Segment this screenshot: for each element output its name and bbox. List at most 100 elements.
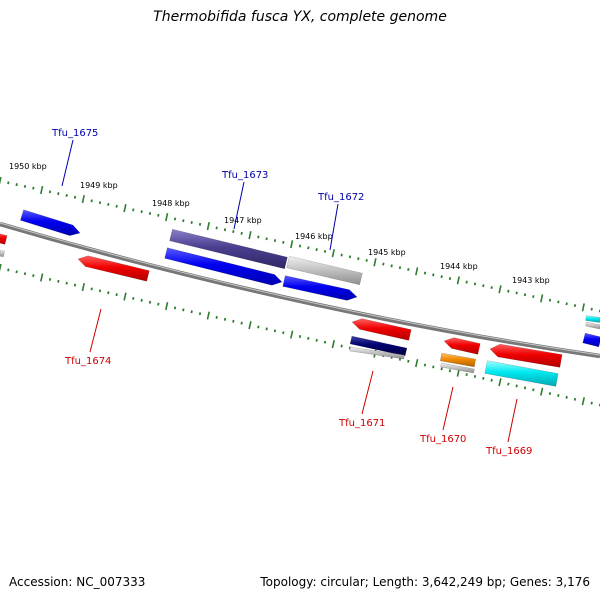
minor-tick bbox=[473, 282, 477, 286]
minor-tick bbox=[215, 316, 218, 319]
major-tick bbox=[331, 249, 335, 258]
minor-tick bbox=[115, 204, 118, 208]
minor-tick bbox=[15, 183, 18, 187]
kbp-scale-labels: 1950 kbp 1949 kbp 1948 kbp 1947 kbp 1946 kbp… bbox=[9, 162, 550, 285]
gene-label[interactable]: Tfu_1670 bbox=[419, 434, 466, 445]
major-tick bbox=[165, 213, 169, 222]
minor-tick bbox=[148, 212, 152, 215]
minor-tick bbox=[357, 257, 360, 261]
minor-tick bbox=[482, 376, 485, 380]
minor-tick bbox=[173, 217, 177, 221]
minor-tick bbox=[23, 184, 27, 188]
minor-tick bbox=[190, 221, 193, 224]
minor-tick bbox=[432, 273, 435, 277]
genome-info-text: Topology: circular; Length: 3,642,249 bp… bbox=[260, 575, 590, 589]
minor-tick bbox=[215, 226, 218, 230]
gene-arrow[interactable] bbox=[440, 352, 476, 368]
minor-tick bbox=[240, 321, 243, 325]
gene-arrow[interactable] bbox=[349, 335, 408, 357]
minor-tick bbox=[115, 293, 118, 297]
minor-tick bbox=[223, 228, 227, 232]
gene-arrow[interactable] bbox=[77, 255, 150, 282]
gene-arrow[interactable] bbox=[0, 233, 8, 245]
minor-tick bbox=[590, 401, 593, 405]
minor-tick bbox=[348, 346, 352, 350]
gene-arrow[interactable] bbox=[440, 362, 475, 374]
minor-tick bbox=[23, 272, 27, 276]
gene-label[interactable]: Tfu_1675 bbox=[51, 128, 98, 139]
gene-label[interactable]: Tfu_1669 bbox=[485, 446, 532, 457]
major-tick bbox=[164, 301, 169, 311]
gene-arrow[interactable] bbox=[286, 255, 363, 286]
minor-tick bbox=[48, 277, 52, 281]
kbp-label: 1945 kbp bbox=[368, 248, 406, 257]
minor-tick bbox=[398, 357, 402, 361]
minor-tick bbox=[523, 386, 527, 390]
minor-tick bbox=[98, 289, 102, 293]
minor-tick bbox=[90, 199, 93, 203]
gene-arrow[interactable] bbox=[351, 318, 412, 341]
major-tick bbox=[498, 378, 502, 387]
minor-tick bbox=[307, 336, 310, 340]
minor-tick bbox=[565, 302, 568, 306]
gene-label[interactable]: Tfu_1674 bbox=[64, 356, 111, 367]
gene-arrow[interactable] bbox=[0, 249, 6, 258]
gene-label[interactable]: Tfu_1672 bbox=[317, 192, 364, 203]
gene-label[interactable]: Tfu_1671 bbox=[338, 418, 385, 429]
minor-tick bbox=[140, 210, 143, 214]
kbp-label: 1943 kbp bbox=[512, 276, 550, 285]
minor-tick bbox=[73, 283, 77, 287]
gene-arrow[interactable] bbox=[349, 346, 405, 360]
minor-tick bbox=[440, 367, 443, 371]
minor-tick bbox=[182, 308, 185, 312]
kbp-label: 1944 kbp bbox=[440, 262, 478, 271]
minor-tick bbox=[132, 296, 135, 300]
gene-arrow[interactable] bbox=[585, 315, 600, 323]
major-tick bbox=[248, 321, 252, 330]
major-tick bbox=[40, 185, 44, 195]
minor-tick bbox=[173, 306, 177, 310]
minor-tick bbox=[140, 298, 143, 302]
minor-tick bbox=[548, 298, 552, 302]
minor-tick bbox=[482, 284, 485, 288]
minor-tick bbox=[315, 248, 318, 252]
major-tick bbox=[331, 340, 336, 349]
minor-tick bbox=[432, 365, 435, 369]
gene-arrow[interactable] bbox=[489, 343, 563, 368]
gene-arrow[interactable] bbox=[585, 321, 600, 330]
minor-tick bbox=[257, 325, 260, 329]
minor-tick bbox=[73, 195, 77, 199]
gene-label-leader bbox=[61, 139, 74, 187]
genome-backbone bbox=[0, 221, 600, 359]
gene-arrow[interactable] bbox=[169, 228, 288, 270]
minor-tick bbox=[365, 258, 368, 262]
gene-labels: Tfu_1675 Tfu_1674 Tfu_1673 Tfu_1672 Tfu_1671… bbox=[51, 128, 532, 457]
minor-tick bbox=[273, 239, 277, 243]
major-tick bbox=[0, 263, 2, 272]
minor-tick bbox=[532, 295, 535, 299]
gene-arrow[interactable] bbox=[443, 337, 481, 355]
gene-label-leader bbox=[233, 181, 245, 230]
minor-tick bbox=[15, 270, 18, 274]
gene-label-leader bbox=[89, 308, 102, 353]
kbp-label: 1948 kbp bbox=[152, 199, 190, 208]
gene-label-leader bbox=[507, 398, 518, 443]
minor-tick bbox=[157, 213, 160, 217]
minor-tick bbox=[382, 262, 385, 266]
minor-tick bbox=[7, 268, 10, 272]
minor-tick bbox=[240, 231, 243, 235]
gene-arrow[interactable] bbox=[484, 360, 559, 387]
gene-label[interactable]: Tfu_1673 bbox=[221, 170, 268, 181]
minor-tick bbox=[557, 394, 560, 397]
gene-arrow[interactable] bbox=[282, 275, 358, 301]
gene-arrow[interactable] bbox=[20, 209, 81, 236]
major-tick bbox=[581, 303, 585, 312]
gene-arrow[interactable] bbox=[164, 247, 283, 286]
minor-tick bbox=[448, 277, 452, 280]
minor-tick bbox=[340, 253, 343, 257]
minor-tick bbox=[232, 230, 235, 234]
major-tick bbox=[581, 397, 586, 406]
minor-tick bbox=[32, 274, 35, 278]
minor-tick bbox=[57, 279, 60, 283]
gene-arrow[interactable] bbox=[582, 332, 600, 348]
